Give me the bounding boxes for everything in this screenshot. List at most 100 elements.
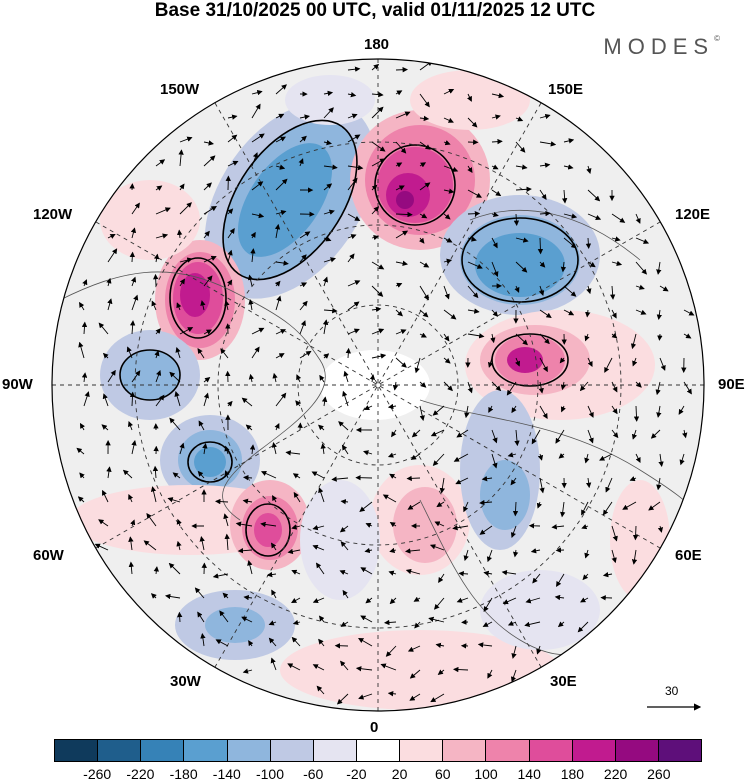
coastlines <box>59 210 701 656</box>
arrow-icon <box>323 236 332 242</box>
arrow-icon <box>419 237 425 244</box>
arrow-icon <box>395 67 408 73</box>
arrow-icon <box>491 237 498 249</box>
arrow-icon <box>539 210 551 217</box>
arrow-icon <box>524 621 541 628</box>
arrow-icon <box>224 533 230 551</box>
copyright-mark: © <box>714 34 720 43</box>
arrow-icon <box>487 357 494 368</box>
colorbar-tick-label: -20 <box>346 766 367 782</box>
arrow-icon <box>174 391 181 407</box>
arrow-icon <box>539 261 546 268</box>
arrow-icon <box>200 633 206 647</box>
arrow-icon <box>486 549 493 563</box>
arrow-icon <box>219 610 229 623</box>
arrow-icon <box>155 328 161 335</box>
arrow-icon <box>339 570 349 576</box>
arrow-icon <box>298 158 304 167</box>
arrow-icon <box>274 280 281 287</box>
arrow-icon <box>406 475 421 482</box>
arrow-icon <box>679 453 685 466</box>
arrow-icon <box>631 549 638 565</box>
arrow-icon <box>491 189 502 197</box>
arrow-icon <box>587 357 593 368</box>
arrow-icon <box>126 346 133 359</box>
arrow-icon <box>322 319 329 335</box>
arrow-icon <box>179 442 185 455</box>
arrow-icon <box>656 309 663 320</box>
arrow-icon <box>467 285 479 299</box>
colorbar-swatch <box>658 740 702 761</box>
arrow-icon <box>371 63 380 71</box>
arrow-icon <box>227 114 238 120</box>
arrow-icon <box>467 210 481 217</box>
arrow-icon <box>683 309 695 316</box>
arrow-icon <box>435 642 445 649</box>
arrow-icon <box>443 237 453 243</box>
arrow-icon <box>131 440 137 455</box>
arrow-icon <box>203 377 211 383</box>
arrow-icon <box>539 141 557 147</box>
arrow-icon <box>107 248 118 263</box>
arrow-icon <box>212 573 229 579</box>
arrow-icon <box>515 261 528 273</box>
arrow-icon <box>507 620 517 626</box>
arrow-icon <box>467 236 477 242</box>
arrow-icon <box>395 141 407 154</box>
arrow-icon <box>409 669 421 679</box>
arrow-icon <box>363 405 373 410</box>
arrow-icon <box>683 333 692 339</box>
arrow-icon <box>563 164 574 170</box>
arrow-icon <box>347 177 358 191</box>
arrow-icon <box>242 498 253 504</box>
arrow-icon <box>413 596 421 602</box>
arrow-icon <box>371 91 384 98</box>
colorbar-swatch <box>270 740 314 761</box>
arrow-icon <box>558 453 565 459</box>
arrow-icon <box>515 333 528 346</box>
arrow-icon <box>275 353 285 359</box>
arrow-icon <box>275 84 287 95</box>
arrow-icon <box>106 277 112 287</box>
arrow-icon <box>292 473 301 479</box>
arrow-icon <box>430 429 445 437</box>
arrow-icon <box>395 282 403 288</box>
arrow-icon <box>582 573 589 581</box>
colorbar-swatch <box>572 740 616 761</box>
arrow-icon <box>585 309 591 318</box>
arrow-icon <box>266 571 277 578</box>
arrow-icon <box>479 499 493 506</box>
arrow-icon <box>456 429 469 438</box>
arrow-icon <box>83 391 90 407</box>
arrow-icon <box>247 560 253 575</box>
arrow-icon <box>369 374 376 383</box>
arrow-icon <box>203 329 212 335</box>
arrow-icon <box>296 374 302 383</box>
arrow-icon <box>275 295 282 311</box>
arrow-icon <box>215 639 229 647</box>
arrow-icon <box>312 544 325 551</box>
arrow-icon <box>635 237 650 244</box>
arrow-icon <box>419 213 428 219</box>
arrow-icon <box>360 567 373 575</box>
arrow-icon <box>532 573 541 584</box>
arrow-icon <box>432 453 445 466</box>
arrow-icon <box>453 453 469 462</box>
arrow-icon <box>222 592 229 599</box>
arrow-icon <box>358 637 373 647</box>
arrow-icon <box>395 111 411 119</box>
arrow-icon <box>250 248 256 263</box>
map-border <box>51 58 705 712</box>
lon-label-0: 0 <box>370 719 379 736</box>
arrow-icon <box>556 573 565 587</box>
arrow-icon <box>129 320 136 335</box>
arrow-icon <box>215 498 229 505</box>
colorbar-swatch <box>486 740 530 761</box>
arrow-icon <box>491 164 499 170</box>
arrow-icon <box>299 231 311 239</box>
arrow-icon <box>153 253 160 263</box>
arrow-icon <box>165 593 181 600</box>
arrow-icon <box>407 501 421 510</box>
arrow-icon <box>659 285 669 292</box>
